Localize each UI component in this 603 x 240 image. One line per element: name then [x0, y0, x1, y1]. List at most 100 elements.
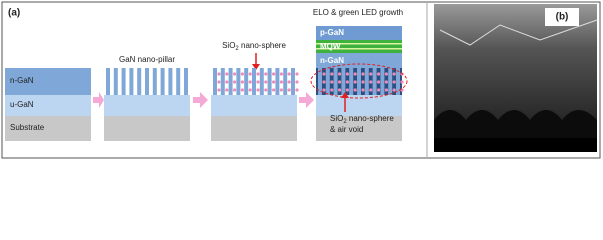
- layer-label: n-GaN: [10, 76, 34, 85]
- layer: [5, 68, 91, 95]
- nano-sphere: [256, 72, 260, 76]
- stack-title: ELO & green LED growth: [313, 8, 403, 17]
- nano-pillar: [275, 68, 280, 95]
- panel-label: (a): [8, 8, 20, 19]
- nano-pillar: [184, 68, 188, 95]
- nano-sphere: [248, 72, 252, 76]
- layer: [316, 95, 402, 116]
- nano-pillar: [137, 68, 142, 95]
- stack-1: n-GaN u-GaN Substrate: [5, 68, 91, 141]
- nano-sphere: [287, 80, 291, 84]
- stack-title: SiO2 nano-sphere: [222, 41, 286, 51]
- arrow: [193, 92, 208, 108]
- label-box: [545, 8, 579, 26]
- nano-pillar: [396, 68, 400, 95]
- nano-pillar: [357, 68, 361, 95]
- nano-pillar: [364, 68, 369, 95]
- nano-sphere: [279, 80, 283, 84]
- layer: [316, 116, 402, 141]
- nano-sphere: [377, 80, 381, 84]
- nano-sphere: [217, 72, 221, 76]
- nano-sphere: [392, 80, 396, 84]
- nano-pillar: [267, 68, 272, 95]
- nano-sphere: [256, 80, 260, 84]
- nano-sphere: [338, 80, 342, 84]
- nano-pillar: [372, 68, 377, 95]
- nano-pillar: [380, 68, 385, 95]
- nano-pillar: [106, 68, 110, 95]
- nano-pillar: [113, 68, 118, 95]
- nano-sphere: [217, 80, 221, 84]
- nano-sphere: [392, 72, 396, 76]
- layer-label: p-GaN: [320, 28, 344, 37]
- nano-sphere: [345, 80, 349, 84]
- nano-sphere: [353, 88, 357, 92]
- layer-label: n-GaN: [320, 56, 344, 65]
- nano-pillar: [341, 68, 346, 95]
- nano-sphere: [369, 72, 373, 76]
- nano-sphere: [256, 88, 260, 92]
- nano-sphere: [225, 80, 229, 84]
- annotation-text: & air void: [330, 125, 363, 134]
- arrowhead: [252, 64, 260, 70]
- layer: [104, 95, 190, 116]
- nano-pillar: [236, 68, 241, 95]
- nano-sphere: [330, 80, 334, 84]
- nano-sphere: [384, 88, 388, 92]
- nano-sphere: [361, 88, 365, 92]
- nano-pillar: [333, 68, 338, 95]
- nano-sphere: [233, 80, 237, 84]
- annotation-text: SiO2 nano-sphere: [330, 114, 394, 124]
- nano-sphere: [377, 88, 381, 92]
- stack-title: GaN nano-pillar: [119, 55, 175, 64]
- sem-image: (b): [434, 4, 598, 152]
- nano-pillar: [220, 68, 225, 95]
- nano-pillar: [291, 68, 295, 95]
- stack-2: GaN nano-pillar: [104, 55, 190, 141]
- nano-sphere: [369, 88, 373, 92]
- layer: [316, 26, 402, 40]
- nano-sphere: [377, 72, 381, 76]
- arrow: [93, 92, 104, 108]
- nano-pillar: [168, 68, 173, 95]
- nano-pillar: [283, 68, 288, 95]
- nano-pillar: [252, 68, 256, 95]
- nano-pillar: [152, 68, 157, 95]
- nano-sphere: [279, 72, 283, 76]
- layer: [211, 116, 297, 141]
- stack-3: SiO2 nano-sphere: [211, 41, 299, 141]
- layer: [316, 53, 402, 68]
- nano-sphere: [279, 88, 283, 92]
- nano-sphere: [240, 72, 244, 76]
- nano-sphere: [384, 80, 388, 84]
- nano-sphere: [295, 72, 299, 76]
- nano-sphere: [330, 88, 334, 92]
- nano-sphere: [264, 80, 268, 84]
- nano-pillar: [228, 68, 233, 95]
- nano-pillar: [349, 68, 354, 95]
- nano-sphere: [295, 80, 299, 84]
- nano-sphere: [272, 88, 276, 92]
- nano-pillar: [259, 68, 264, 95]
- frame: [1, 1, 601, 159]
- nano-sphere: [361, 80, 365, 84]
- nano-sphere: [264, 88, 268, 92]
- nano-pillar: [325, 68, 330, 95]
- nano-pillar: [388, 68, 393, 95]
- nano-pillar: [176, 68, 181, 95]
- nano-pillar: [213, 68, 217, 95]
- arrow: [299, 92, 314, 108]
- nano-sphere: [272, 80, 276, 84]
- nano-sphere: [225, 72, 229, 76]
- nano-sphere: [322, 88, 326, 92]
- nano-sphere: [295, 88, 299, 92]
- nano-sphere: [345, 88, 349, 92]
- nano-sphere: [338, 88, 342, 92]
- layer: [104, 116, 190, 141]
- layer: [5, 116, 91, 141]
- surface: [439, 19, 598, 46]
- stripe: [316, 43, 402, 45]
- nano-sphere: [233, 88, 237, 92]
- voids: [434, 110, 597, 138]
- process-arrows: [93, 92, 314, 108]
